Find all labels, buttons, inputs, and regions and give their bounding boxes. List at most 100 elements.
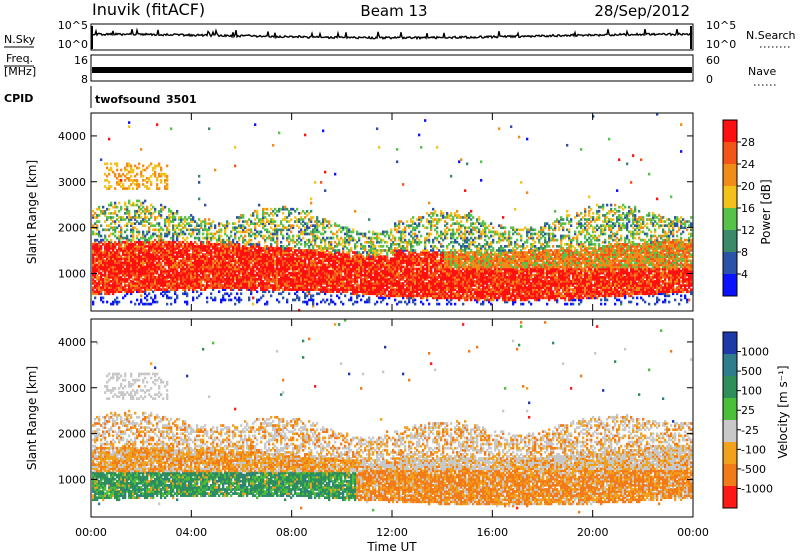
scatter-cell <box>142 174 145 178</box>
scatter-cell <box>142 259 145 263</box>
scatter-cell <box>144 240 147 244</box>
scatter-cell <box>138 245 141 248</box>
scatter-cell <box>164 263 167 267</box>
scatter-cell <box>188 275 191 279</box>
scatter-cell <box>304 249 307 252</box>
scatter-cell <box>150 234 153 238</box>
scatter-cell <box>126 212 129 215</box>
scatter-cell <box>188 282 191 285</box>
scatter-cell <box>176 238 179 242</box>
scatter-cell <box>170 249 173 252</box>
scatter-cell <box>104 290 107 294</box>
scatter-cell <box>284 257 287 261</box>
scatter-cell <box>142 286 145 289</box>
scatter-cell <box>304 133 307 137</box>
scatter-cell <box>368 218 371 221</box>
scatter-cell <box>172 280 175 283</box>
scatter-cell <box>108 286 111 289</box>
scatter-cell <box>98 282 101 285</box>
scatter-cell <box>186 302 189 306</box>
scatter-cell <box>146 263 149 267</box>
scatter-cell <box>160 242 163 246</box>
scatter-cell <box>96 249 99 252</box>
scatter-cell <box>154 288 157 291</box>
scatter-cell <box>118 253 121 256</box>
scatter-cell <box>178 259 181 263</box>
scatter-cell <box>170 302 173 306</box>
scatter-cell <box>358 284 361 287</box>
scatter-cell <box>262 294 265 298</box>
scatter-cell <box>198 224 201 228</box>
scatter-cell <box>384 240 387 244</box>
scatter-cell <box>408 224 411 228</box>
scatter-cell <box>174 286 177 289</box>
scatter-cell <box>134 240 137 244</box>
scatter-cell <box>270 236 273 240</box>
scatter-cell <box>100 238 103 242</box>
scatter-cell <box>398 242 401 246</box>
scatter-cell <box>92 247 95 250</box>
scatter-cell <box>330 224 333 228</box>
scatter-cell <box>268 230 271 234</box>
scatter-cell <box>172 247 175 250</box>
scatter-cell <box>112 282 115 285</box>
scatter-cell <box>230 230 233 234</box>
scatter-cell <box>108 269 111 273</box>
scatter-cell <box>286 220 289 223</box>
scatter-cell <box>92 275 95 279</box>
scatter-cell <box>126 247 129 250</box>
scatter-cell <box>134 226 137 230</box>
scatter-cell <box>134 214 137 217</box>
scatter-cell <box>128 238 131 242</box>
scatter-cell <box>154 284 157 287</box>
scatter-cell <box>108 245 111 248</box>
scatter-cell <box>232 226 235 230</box>
scatter-cell <box>226 242 229 246</box>
scatter-cell <box>384 230 387 234</box>
scatter-cell <box>144 218 147 221</box>
scatter-cell <box>148 238 151 242</box>
scatter-cell <box>344 294 347 298</box>
scatter-cell <box>136 245 139 248</box>
scatter-cell <box>182 271 185 275</box>
scatter-cell <box>362 232 365 236</box>
scatter-cell <box>124 280 127 283</box>
scatter-cell <box>162 249 165 252</box>
scatter-cell <box>280 207 283 211</box>
scatter-cell <box>100 298 103 302</box>
scatter-cell <box>248 228 251 232</box>
scatter-cell <box>98 253 101 256</box>
scatter-cell <box>150 240 153 244</box>
scatter-cell <box>104 172 107 176</box>
scatter-cell <box>296 218 299 221</box>
scatter-cell <box>164 280 167 283</box>
scatter-cell <box>168 280 171 283</box>
scatter-cell <box>148 273 151 277</box>
scatter-cell <box>170 286 173 289</box>
scatter-cell <box>100 224 103 228</box>
scatter-cell <box>130 164 133 168</box>
scatter-cell <box>170 275 173 279</box>
scatter-cell <box>108 172 111 176</box>
scatter-cell <box>304 216 307 219</box>
scatter-cell <box>148 257 151 261</box>
scatter-cell <box>168 249 171 252</box>
scatter-cell <box>124 168 127 172</box>
scatter-cell <box>190 224 193 228</box>
scatter-cell <box>162 240 165 244</box>
scatter-cell <box>120 218 123 221</box>
scatter-cell <box>156 261 159 265</box>
scatter-cell <box>206 222 209 225</box>
scatter-cell <box>102 259 105 263</box>
scatter-cell <box>98 257 101 261</box>
scatter-cell <box>112 288 115 291</box>
scatter-cell <box>164 275 167 279</box>
scatter-cell <box>96 251 99 254</box>
scatter-cell <box>104 245 107 248</box>
scatter-cell <box>264 238 267 242</box>
scatter-cell <box>160 284 163 287</box>
scatter-cell <box>152 263 155 267</box>
scatter-cell <box>138 257 141 261</box>
scatter-cell <box>100 158 103 162</box>
scatter-cell <box>100 234 103 238</box>
